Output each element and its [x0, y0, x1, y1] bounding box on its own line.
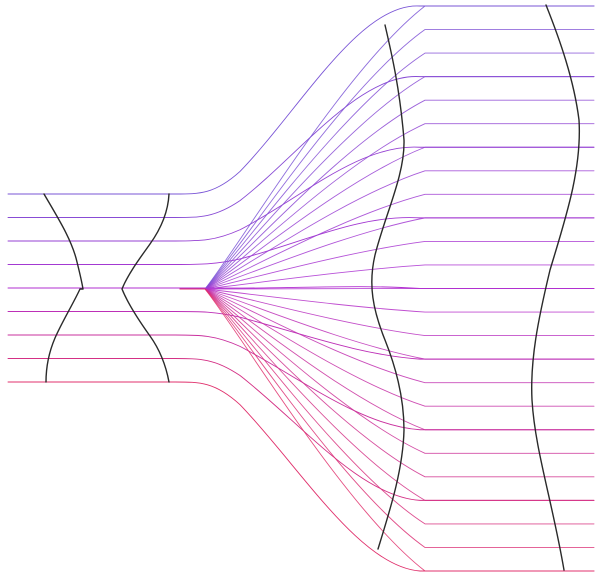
fan-ray [179, 288, 595, 313]
fan-ray [179, 288, 595, 548]
light-rays [7, 5, 595, 572]
input-ray [7, 146, 595, 242]
fan-ray [179, 288, 595, 478]
lens-1-left-surface [43, 193, 84, 383]
input-ray [7, 76, 595, 218]
fan-ray [179, 288, 595, 290]
fan-ray [179, 52, 595, 290]
fan-ray [179, 99, 595, 290]
fan-ray [179, 29, 595, 290]
lens-1-right-surface [121, 193, 170, 383]
lens-3-surface [531, 4, 581, 571]
fan-ray [179, 170, 595, 290]
fan-ray [179, 288, 595, 407]
input-ray [7, 217, 595, 265]
fan-ray [179, 288, 595, 384]
fan-ray [179, 5, 595, 290]
input-ray [7, 286, 595, 289]
lens-surfaces [43, 4, 581, 571]
fan-ray [179, 240, 595, 290]
fan-ray [179, 193, 595, 290]
fan-ray [179, 288, 595, 572]
fan-ray [179, 288, 595, 525]
input-ray [7, 311, 595, 360]
input-ray [7, 381, 595, 572]
fan-ray [179, 288, 595, 360]
fan-ray [179, 288, 595, 501]
fan-ray [179, 217, 595, 290]
fan-ray [179, 288, 595, 337]
lens-2-surface [371, 24, 405, 550]
fan-ray [179, 76, 595, 290]
input-ray [7, 358, 595, 501]
fan-ray [179, 264, 595, 290]
input-ray [7, 5, 595, 195]
